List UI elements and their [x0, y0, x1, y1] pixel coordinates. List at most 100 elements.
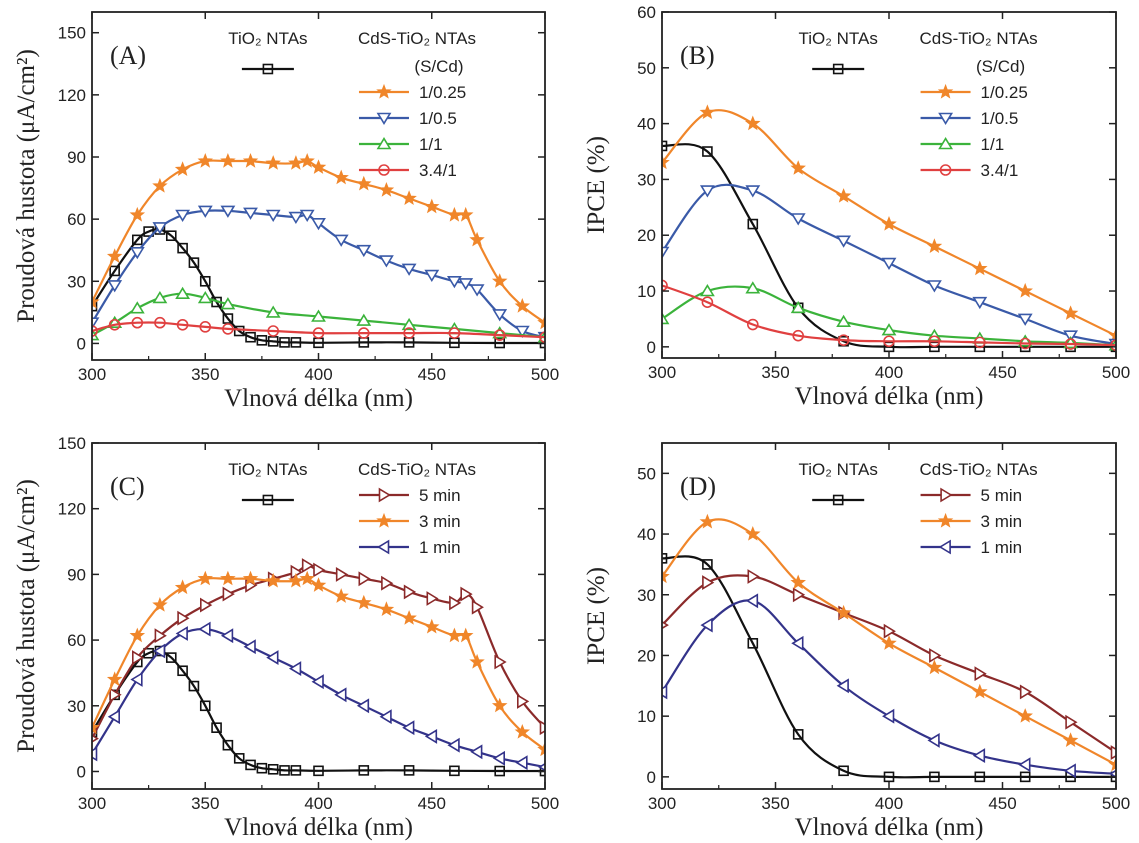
data-point [356, 313, 372, 326]
data-point [357, 327, 370, 339]
data-point [267, 336, 279, 347]
y-tick-label: 90 [67, 565, 86, 584]
data-point [747, 638, 759, 649]
data-point [129, 247, 145, 260]
y-tick-label: 10 [637, 707, 656, 726]
data-point [177, 242, 188, 254]
data-point [106, 671, 123, 687]
data-point [401, 317, 417, 331]
data-point [378, 181, 395, 197]
data-point [469, 231, 485, 247]
data-point [358, 765, 370, 776]
data-point [883, 335, 895, 348]
data-point [973, 336, 986, 349]
data-point [493, 329, 506, 341]
legend-ref-marker [832, 494, 844, 506]
data-point [401, 190, 417, 206]
data-point [243, 207, 258, 220]
legend-ref-title: TiO₂ NTAs [228, 29, 307, 48]
y-tick-label: 90 [67, 148, 86, 167]
data-point [792, 329, 805, 342]
series-line [662, 599, 1116, 775]
data-point [176, 318, 189, 331]
data-point [175, 626, 188, 641]
plot-frame [91, 442, 546, 790]
x-tick-label: 450 [418, 794, 446, 813]
data-point [745, 526, 761, 541]
data-point [514, 723, 531, 739]
data-point [745, 593, 759, 609]
data-point [288, 661, 302, 677]
series-1-0-25 [662, 104, 1116, 343]
x-tick-label: 500 [1102, 794, 1130, 813]
data-point [165, 230, 177, 242]
legend: TiO₂ NTAs CdS-TiO₂ NTAs (S/Cd) 1/0.25 1/0.5 1… [799, 29, 1038, 180]
y-tick-label: 20 [637, 646, 656, 665]
data-point [492, 309, 508, 322]
data-point [403, 584, 417, 600]
y-tick-label: 60 [637, 3, 656, 22]
y-tick-label: 120 [58, 500, 86, 519]
data-point [446, 275, 462, 289]
data-point [447, 737, 460, 753]
legend-entry-label: 1/0.5 [981, 109, 1019, 128]
data-point [699, 284, 715, 297]
x-tick-label: 500 [531, 365, 559, 384]
legend: TiO₂ NTAs CdS-TiO₂ NTAs (S/Cd) 1/0.25 1/0.5 1… [228, 29, 476, 180]
data-point [926, 238, 943, 253]
data-point [974, 666, 987, 682]
series-1-0-5 [92, 205, 545, 345]
data-point [288, 572, 304, 588]
data-point [790, 300, 806, 314]
data-point [92, 300, 98, 312]
series-1-0-5 [662, 183, 1116, 351]
data-point [267, 763, 279, 775]
y-tick-label: 0 [77, 334, 86, 353]
series-3-min [662, 513, 1116, 772]
data-point [299, 570, 315, 586]
data-point [881, 323, 897, 336]
x-tick-label: 350 [191, 794, 219, 813]
legend-title: CdS-TiO₂ NTAs [358, 460, 476, 479]
legend-entry-label: 5 min [981, 486, 1023, 505]
data-point [356, 244, 372, 258]
data-point [838, 765, 849, 777]
x-tick-label: 300 [78, 365, 106, 384]
data-point [290, 765, 302, 776]
data-point [424, 618, 440, 634]
data-point [491, 697, 508, 713]
y-tick-label: 30 [67, 272, 86, 291]
data-point [106, 248, 123, 264]
legend-ref-marker [262, 63, 274, 75]
data-point [974, 771, 986, 783]
data-point [197, 570, 213, 586]
data-point [494, 654, 507, 670]
data-point [883, 623, 896, 639]
data-point [883, 771, 895, 783]
data-point [175, 209, 191, 222]
data-point [222, 586, 235, 602]
data-point [1019, 684, 1033, 700]
data-point [129, 301, 145, 314]
series-tio-ntas [662, 553, 1116, 783]
x-tick-label: 450 [988, 363, 1016, 382]
data-point [537, 741, 545, 757]
data-point [790, 160, 806, 175]
data-point [143, 226, 154, 237]
data-point [233, 325, 245, 337]
data-point [197, 290, 213, 304]
legend-entry-label: 1/0.25 [981, 83, 1028, 102]
data-point [188, 257, 200, 268]
data-point [662, 311, 670, 325]
data-point [266, 650, 279, 666]
data-point [791, 635, 804, 651]
data-point [220, 297, 236, 310]
data-point [1110, 745, 1116, 761]
data-point [539, 331, 545, 344]
data-point [356, 175, 372, 191]
y-axis-label: IPCE (%) [583, 567, 610, 665]
data-point [143, 647, 154, 659]
data-point [152, 290, 168, 304]
data-point [747, 218, 759, 230]
